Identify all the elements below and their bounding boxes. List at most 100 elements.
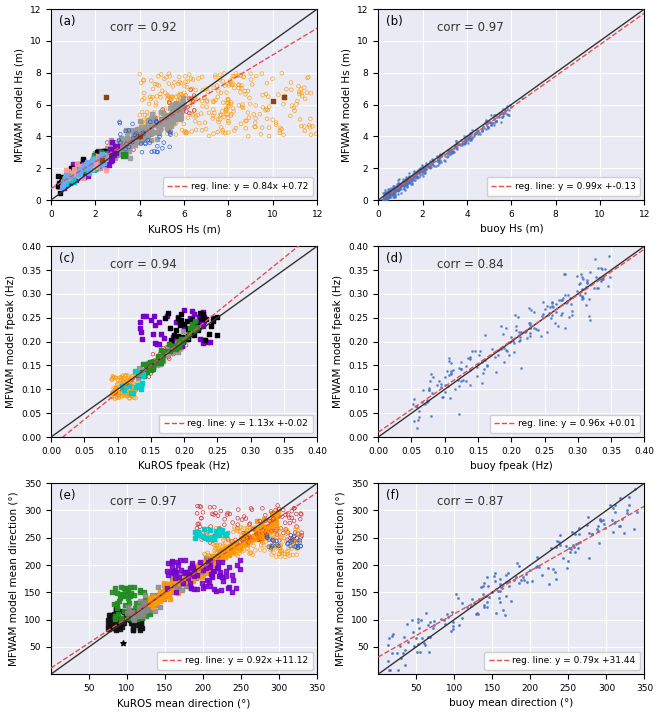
Point bbox=[215, 566, 226, 578]
Point bbox=[159, 122, 170, 134]
Point bbox=[238, 533, 248, 544]
Point bbox=[161, 118, 172, 129]
Point bbox=[280, 509, 291, 521]
Point bbox=[448, 146, 459, 158]
Point bbox=[83, 159, 94, 170]
Point bbox=[129, 134, 140, 146]
Point bbox=[176, 564, 187, 575]
Point bbox=[156, 590, 166, 601]
Point bbox=[444, 146, 454, 157]
Y-axis label: MFWAM model Hs (m): MFWAM model Hs (m) bbox=[14, 48, 24, 161]
Point bbox=[74, 167, 84, 178]
Point bbox=[292, 533, 302, 544]
Point bbox=[465, 364, 475, 376]
Legend: reg. line: y = 0.96x +0.01: reg. line: y = 0.96x +0.01 bbox=[490, 415, 640, 433]
Point bbox=[152, 338, 162, 349]
Point bbox=[66, 169, 77, 181]
Point bbox=[208, 110, 218, 121]
Point bbox=[177, 574, 187, 585]
Point bbox=[211, 330, 222, 341]
Point bbox=[224, 79, 234, 91]
Point bbox=[205, 320, 216, 331]
Point bbox=[286, 84, 296, 96]
Point bbox=[211, 535, 222, 546]
Point bbox=[258, 528, 269, 539]
Point bbox=[502, 108, 512, 119]
Point bbox=[220, 528, 231, 540]
Point bbox=[211, 553, 222, 564]
Point bbox=[199, 92, 209, 104]
Point bbox=[137, 597, 148, 608]
Point bbox=[542, 301, 552, 312]
Point bbox=[88, 161, 98, 172]
Point bbox=[207, 538, 218, 550]
Point bbox=[305, 113, 315, 124]
Point bbox=[173, 559, 183, 570]
Point bbox=[387, 190, 398, 201]
Point bbox=[172, 581, 183, 593]
Point bbox=[120, 149, 131, 160]
Point bbox=[389, 180, 400, 191]
Point bbox=[165, 584, 176, 595]
Point bbox=[447, 620, 458, 631]
Point bbox=[480, 115, 491, 126]
Point bbox=[106, 156, 116, 167]
Point bbox=[502, 102, 513, 114]
Point bbox=[252, 523, 263, 535]
Point bbox=[82, 166, 93, 178]
Point bbox=[232, 560, 242, 571]
Point bbox=[401, 178, 411, 190]
Point bbox=[223, 94, 234, 105]
Point bbox=[149, 310, 160, 321]
Point bbox=[148, 361, 158, 372]
Point bbox=[446, 146, 456, 158]
Point bbox=[119, 144, 129, 156]
Point bbox=[269, 511, 279, 523]
Point bbox=[385, 185, 396, 196]
Point bbox=[473, 129, 484, 140]
Point bbox=[112, 615, 123, 627]
Point bbox=[379, 191, 389, 203]
Point bbox=[271, 117, 281, 129]
Point bbox=[208, 96, 218, 107]
Point bbox=[482, 572, 492, 583]
Point bbox=[543, 309, 553, 321]
Point bbox=[446, 144, 456, 156]
Point bbox=[199, 334, 209, 346]
Point bbox=[262, 521, 273, 532]
Point bbox=[155, 91, 166, 103]
Point bbox=[265, 521, 276, 532]
Point bbox=[126, 611, 137, 623]
Point bbox=[463, 352, 473, 363]
Point bbox=[98, 154, 108, 166]
Point bbox=[492, 111, 502, 122]
Point bbox=[595, 513, 606, 525]
Point bbox=[593, 526, 603, 537]
Point bbox=[292, 528, 303, 539]
Point bbox=[167, 92, 178, 104]
Point bbox=[284, 540, 295, 552]
Point bbox=[290, 527, 300, 538]
Point bbox=[194, 311, 205, 323]
Point bbox=[53, 181, 64, 192]
Point bbox=[479, 363, 490, 375]
Point bbox=[148, 328, 158, 340]
Point bbox=[414, 647, 425, 658]
Point bbox=[204, 328, 214, 340]
Point bbox=[112, 618, 123, 630]
Point bbox=[187, 568, 197, 579]
Point bbox=[213, 553, 224, 564]
Point bbox=[71, 166, 82, 178]
Point bbox=[166, 126, 176, 137]
Point bbox=[137, 94, 148, 106]
Point bbox=[209, 545, 220, 556]
Point bbox=[288, 531, 299, 543]
Point bbox=[194, 501, 205, 512]
Point bbox=[173, 106, 183, 117]
Point bbox=[383, 188, 394, 199]
Point bbox=[64, 174, 75, 186]
Point bbox=[135, 623, 145, 634]
Point bbox=[276, 523, 286, 534]
Point bbox=[265, 524, 276, 536]
Point bbox=[445, 149, 455, 160]
